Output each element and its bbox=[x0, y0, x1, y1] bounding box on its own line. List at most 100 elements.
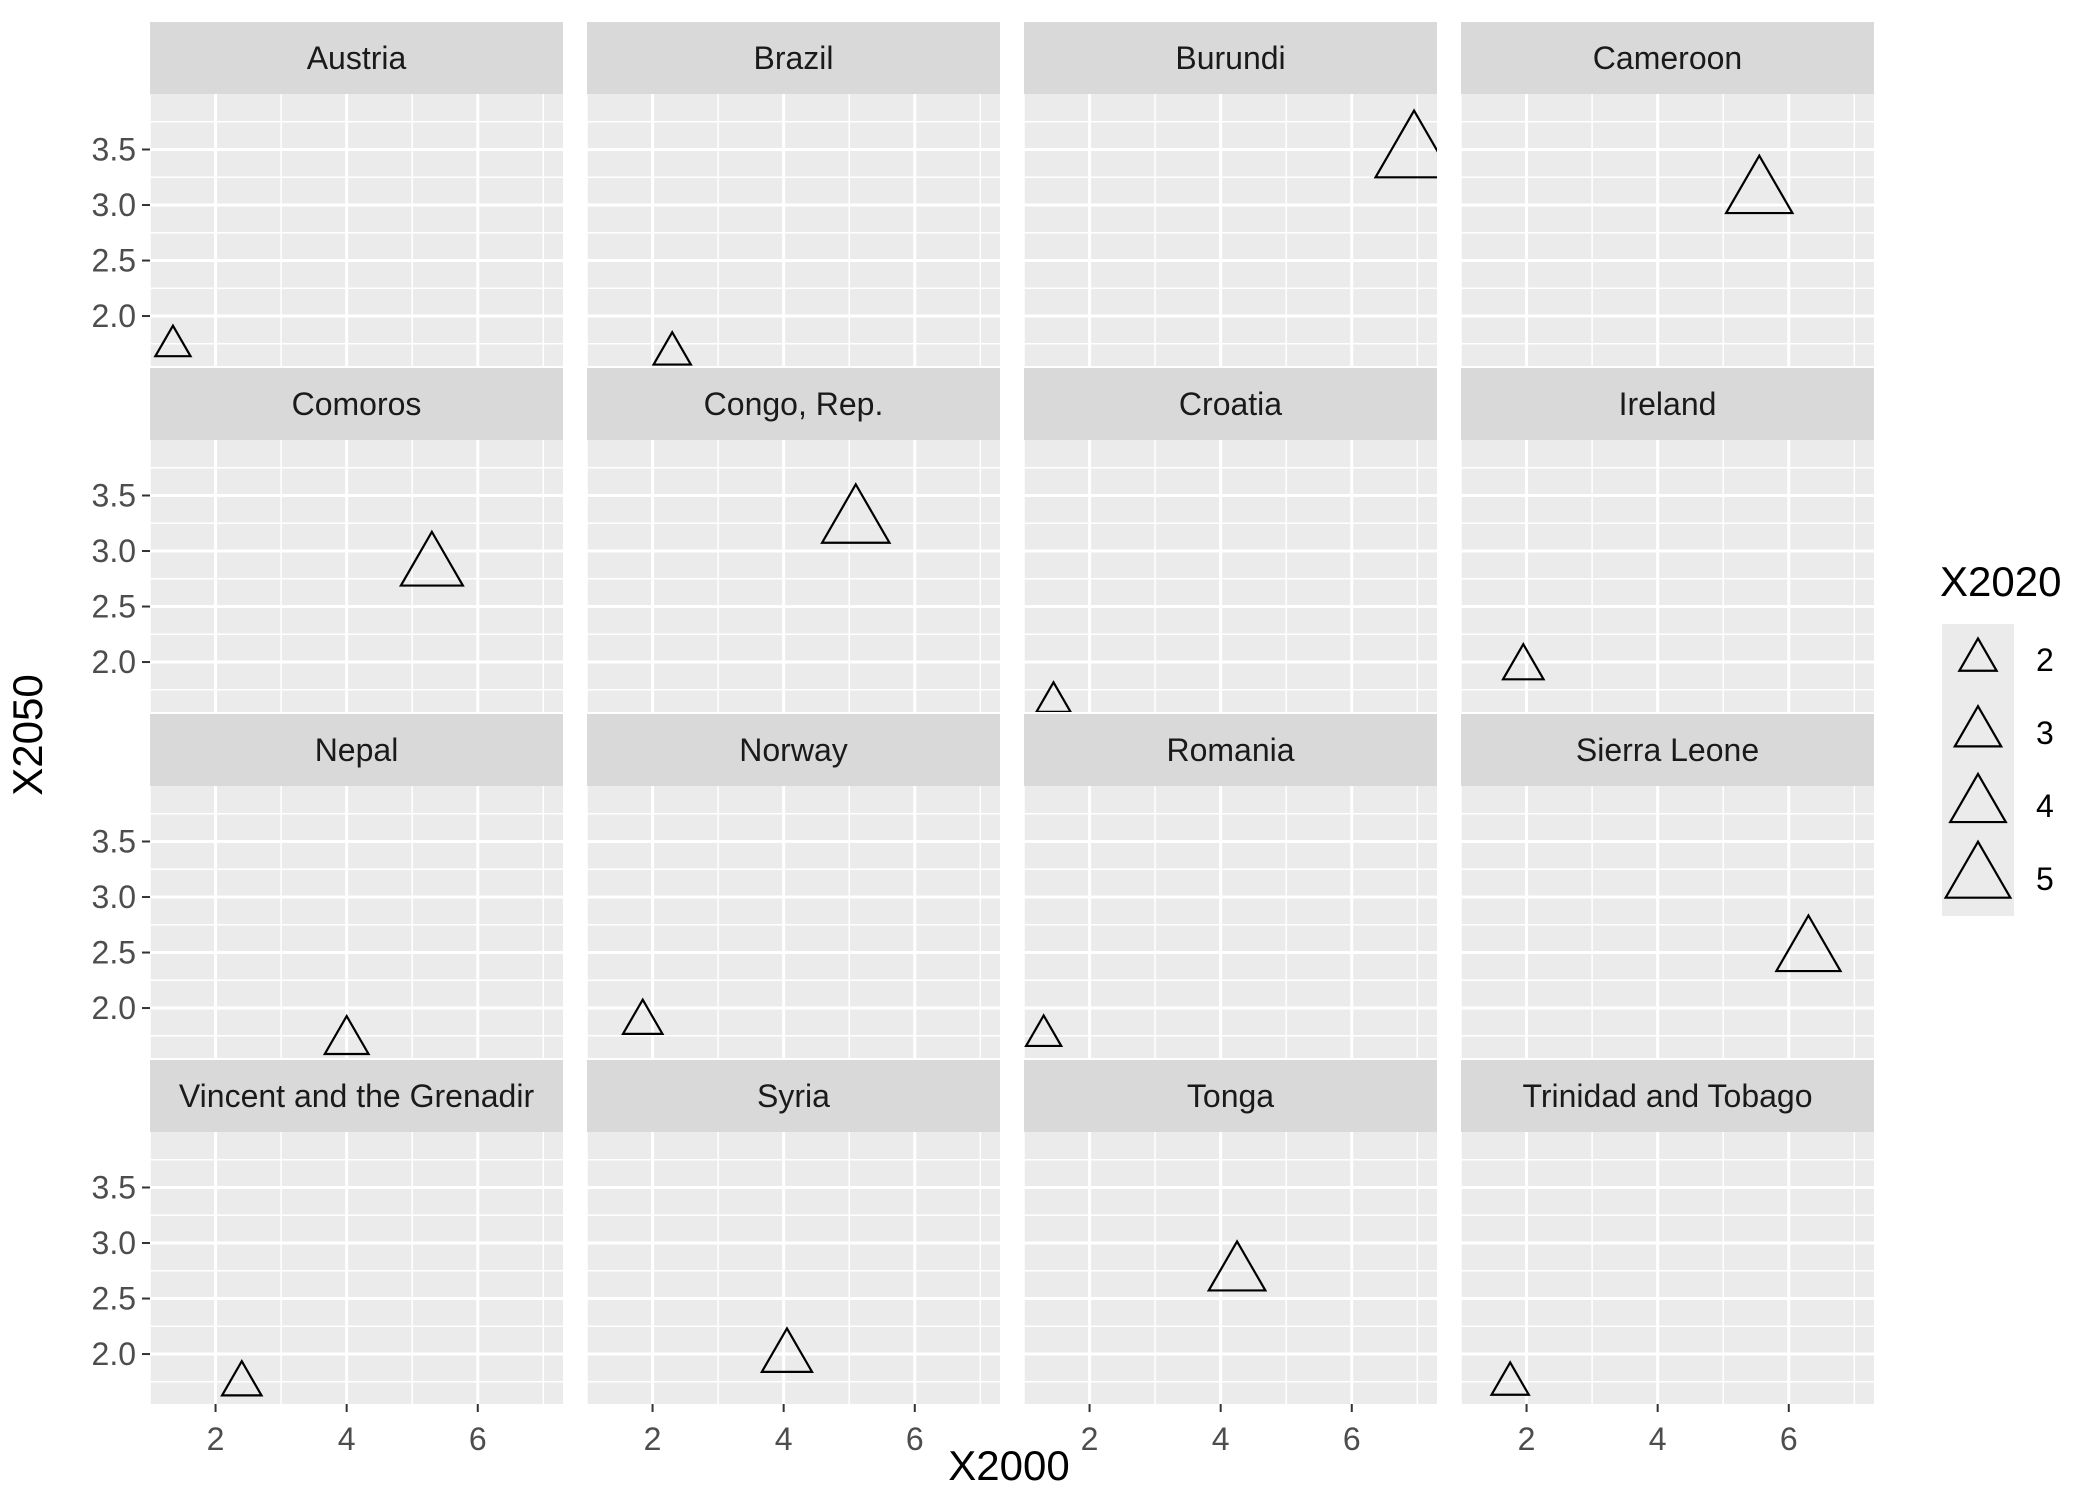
data-point bbox=[220, 1359, 264, 1397]
facet-title: Burundi bbox=[1175, 40, 1285, 76]
data-point bbox=[820, 482, 892, 544]
y-axis: 2.0 2.5 3.0 3.5 bbox=[92, 478, 150, 680]
facet-strip bbox=[587, 1060, 1000, 1132]
facet-strip bbox=[150, 1060, 563, 1132]
data-point bbox=[1024, 1013, 1064, 1048]
data-points bbox=[621, 997, 665, 1035]
x-axis: 2 4 6 bbox=[1518, 1404, 1798, 1457]
facet-strip bbox=[1024, 1060, 1437, 1132]
facet-strip bbox=[587, 714, 1000, 786]
y-tick-label: 3.0 bbox=[92, 879, 136, 915]
legend-item: 4 bbox=[1948, 771, 2054, 824]
data-point bbox=[759, 1326, 814, 1373]
data-point bbox=[1373, 108, 1437, 179]
x-tick-label: 6 bbox=[1780, 1421, 1798, 1457]
facet-strip bbox=[1024, 368, 1437, 440]
y-tick-label: 3.0 bbox=[92, 187, 136, 223]
data-points bbox=[322, 1013, 371, 1056]
facet-trinidad-and-tobago: Trinidad and Tobago bbox=[1461, 1060, 1874, 1404]
facet-title: Trinidad and Tobago bbox=[1523, 1078, 1813, 1114]
x-axes: 2 4 6 2 4 6 2 4 6 2 4 6 bbox=[207, 1404, 1798, 1457]
x-tick-label: 4 bbox=[1649, 1421, 1667, 1457]
gridlines bbox=[150, 440, 563, 712]
x-tick-label: 2 bbox=[1081, 1421, 1099, 1457]
data-point bbox=[153, 323, 193, 358]
facet-brazil: Brazil bbox=[587, 22, 1000, 366]
facet-title: Sierra Leone bbox=[1576, 732, 1759, 768]
data-point bbox=[398, 529, 465, 587]
gridlines bbox=[1461, 440, 1874, 712]
data-points bbox=[820, 482, 892, 544]
facet-strip bbox=[1461, 1060, 1874, 1132]
gridlines bbox=[150, 1132, 563, 1404]
facet-title: Syria bbox=[757, 1078, 830, 1114]
y-tick-label: 2.5 bbox=[92, 243, 136, 279]
x-tick-label: 4 bbox=[338, 1421, 356, 1457]
facet-strip bbox=[150, 22, 563, 94]
facet-title: Vincent and the Grenadir bbox=[179, 1078, 535, 1114]
facet-title: Romania bbox=[1166, 732, 1294, 768]
panel-background bbox=[1024, 786, 1437, 1058]
data-point bbox=[1501, 641, 1546, 681]
x-tick-label: 4 bbox=[775, 1421, 793, 1457]
y-tick-label: 3.5 bbox=[92, 824, 136, 860]
y-tick-label: 3.0 bbox=[92, 533, 136, 569]
facet-sierra-leone: Sierra Leone bbox=[1461, 714, 1874, 1058]
data-point bbox=[1724, 153, 1795, 215]
facet-title: Brazil bbox=[753, 40, 833, 76]
legend-label: 3 bbox=[2036, 715, 2054, 751]
facet-strip bbox=[1461, 368, 1874, 440]
x-axis: 2 4 6 bbox=[207, 1404, 487, 1457]
y-tick-label: 3.5 bbox=[92, 132, 136, 168]
data-points bbox=[651, 330, 693, 366]
legend-label: 2 bbox=[2036, 642, 2054, 678]
data-point bbox=[1489, 1360, 1531, 1396]
x-axis: 2 4 6 bbox=[1081, 1404, 1361, 1457]
panel-background bbox=[150, 94, 563, 366]
facet-strip bbox=[1024, 22, 1437, 94]
facet-burundi: Burundi bbox=[1024, 22, 1437, 366]
data-points bbox=[1024, 1013, 1064, 1048]
y-axis: 2.0 2.5 3.0 3.5 bbox=[92, 1170, 150, 1372]
gridlines bbox=[587, 1132, 1000, 1404]
panel-background bbox=[587, 440, 1000, 712]
facet-strip bbox=[587, 22, 1000, 94]
data-points bbox=[1489, 1360, 1531, 1396]
facet-syria: Syria bbox=[587, 1060, 1000, 1404]
gridlines bbox=[1461, 94, 1874, 366]
facet-vincent-and-the-grenadir: Vincent and the Grenadir bbox=[150, 1060, 563, 1404]
gridlines bbox=[1024, 786, 1437, 1058]
y-tick-label: 3.0 bbox=[92, 1225, 136, 1261]
data-points bbox=[153, 323, 193, 358]
facet-title: Ireland bbox=[1619, 386, 1717, 422]
facet-title: Congo, Rep. bbox=[704, 386, 884, 422]
facet-congo-rep: Congo, Rep. bbox=[587, 368, 1000, 712]
facet-strip bbox=[1024, 714, 1437, 786]
y-tick-label: 2.5 bbox=[92, 1281, 136, 1317]
data-points bbox=[1724, 153, 1795, 215]
y-axis: 2.0 2.5 3.0 3.5 bbox=[92, 132, 150, 334]
x-tick-label: 2 bbox=[207, 1421, 225, 1457]
facet-nepal: Nepal bbox=[150, 714, 563, 1058]
data-points bbox=[1501, 641, 1546, 681]
facet-croatia: Croatia bbox=[1024, 368, 1437, 712]
y-tick-label: 2.0 bbox=[92, 1336, 136, 1372]
data-point bbox=[322, 1013, 371, 1056]
legend-key-background bbox=[1942, 624, 2014, 916]
facet-title: Cameroon bbox=[1593, 40, 1742, 76]
data-point bbox=[1774, 913, 1843, 973]
gridlines bbox=[1024, 94, 1437, 366]
facet-comoros: Comoros bbox=[150, 368, 563, 712]
facet-title: Nepal bbox=[315, 732, 399, 768]
y-tick-label: 3.5 bbox=[92, 478, 136, 514]
legend: X2020 2 3 4 5 bbox=[1940, 558, 2061, 916]
panel-background bbox=[1461, 94, 1874, 366]
facet-strip bbox=[1461, 22, 1874, 94]
y-tick-label: 2.5 bbox=[92, 935, 136, 971]
legend-triangle bbox=[1957, 636, 1999, 672]
data-points bbox=[1035, 680, 1072, 712]
y-axes: 2.02.53.03.52.02.53.03.52.02.53.03.52.02… bbox=[92, 132, 150, 1372]
x-tick-label: 6 bbox=[469, 1421, 487, 1457]
gridlines bbox=[150, 94, 563, 366]
facet-austria: Austria bbox=[150, 22, 563, 366]
